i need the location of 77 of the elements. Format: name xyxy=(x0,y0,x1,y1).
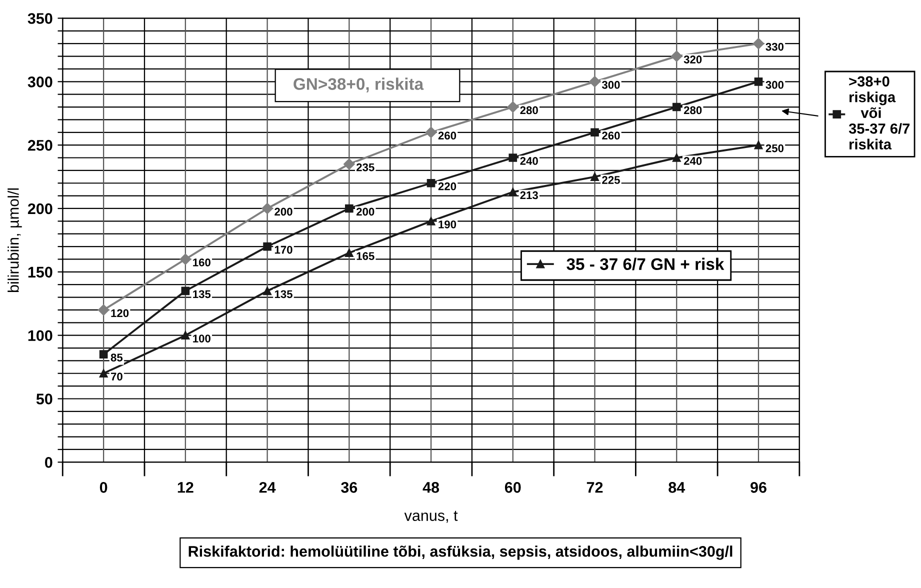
point xyxy=(508,188,518,196)
point xyxy=(99,350,108,359)
point xyxy=(344,204,354,213)
x-tick-label: 60 xyxy=(504,482,521,493)
text: Riskifaktorid: hemolüütiline tõbi, asfüksia, sepsis, atsidoos, albumiin<30g/l xyxy=(188,546,732,560)
data-label: 120 xyxy=(111,309,129,318)
x-tick-label: 12 xyxy=(178,482,194,493)
point xyxy=(180,254,192,265)
legend-label: >38+0 riskiga või 35-37 6/7 riskita xyxy=(848,76,910,150)
point xyxy=(754,140,763,150)
y-tick-label: 150 xyxy=(28,266,52,278)
data-label: 280 xyxy=(520,106,538,114)
point xyxy=(754,77,763,86)
point xyxy=(181,286,190,296)
point xyxy=(508,154,518,162)
x-tick-label: 36 xyxy=(341,482,358,493)
x-tick-label: 72 xyxy=(586,482,603,493)
data-label: 260 xyxy=(438,132,456,140)
data-label: 300 xyxy=(766,80,784,89)
point xyxy=(262,202,273,214)
point xyxy=(589,76,600,88)
data-label: 165 xyxy=(356,252,374,260)
data-label: 170 xyxy=(274,246,292,254)
data-label: 220 xyxy=(438,182,456,190)
data-label: 250 xyxy=(766,144,784,152)
point xyxy=(263,242,272,251)
data-label: 260 xyxy=(602,132,620,140)
y-tick-label: 50 xyxy=(36,394,52,404)
y-tick-label: 300 xyxy=(28,76,52,88)
x-tick-label: 48 xyxy=(422,482,440,493)
point xyxy=(671,50,682,62)
point xyxy=(425,126,437,138)
data-label: 200 xyxy=(356,208,374,216)
data-label: 190 xyxy=(438,220,456,228)
point xyxy=(344,248,354,258)
data-label: 135 xyxy=(193,290,211,298)
point xyxy=(98,304,110,316)
point xyxy=(426,217,436,226)
text: GN>38+0, riskita xyxy=(294,78,424,92)
x-tick-label: 0 xyxy=(100,482,108,493)
y-tick-label: 250 xyxy=(28,140,52,151)
legend-label: 35 - 37 6/7 GN + risk xyxy=(566,258,724,270)
point xyxy=(672,102,681,112)
point xyxy=(426,178,436,188)
y-axis-title: bilirubiin, µmol/l xyxy=(8,188,22,292)
data-label: 70 xyxy=(110,372,122,381)
data-label: 240 xyxy=(684,157,702,165)
point xyxy=(99,369,108,378)
point xyxy=(590,172,599,181)
point xyxy=(672,154,681,162)
data-label: 320 xyxy=(684,56,702,64)
x-axis-title: vanus, t xyxy=(404,510,458,523)
data-label: 135 xyxy=(274,290,292,298)
data-label: 235 xyxy=(356,163,374,172)
data-label: 160 xyxy=(193,258,210,266)
y-tick-label: 200 xyxy=(28,203,52,214)
x-tick-label: 84 xyxy=(668,482,686,493)
data-label: 330 xyxy=(766,42,784,51)
point xyxy=(181,331,190,340)
y-tick-label: 350 xyxy=(28,13,52,24)
data-label: 85 xyxy=(110,354,123,362)
x-tick-label: 24 xyxy=(259,482,276,493)
data-label: 213 xyxy=(520,191,538,200)
y-tick-label: 0 xyxy=(45,457,52,468)
data-label: 300 xyxy=(602,80,620,89)
y-tick-label: 100 xyxy=(28,330,52,342)
data-label: 225 xyxy=(602,176,620,184)
x-tick-label: 96 xyxy=(750,482,766,493)
data-label: 240 xyxy=(520,157,538,165)
point xyxy=(752,38,764,50)
data-label: 100 xyxy=(193,334,210,342)
data-label: 280 xyxy=(684,106,702,114)
point xyxy=(590,128,599,137)
data-label: 200 xyxy=(274,208,292,216)
point xyxy=(507,101,518,113)
point xyxy=(263,286,272,296)
point xyxy=(344,158,355,170)
